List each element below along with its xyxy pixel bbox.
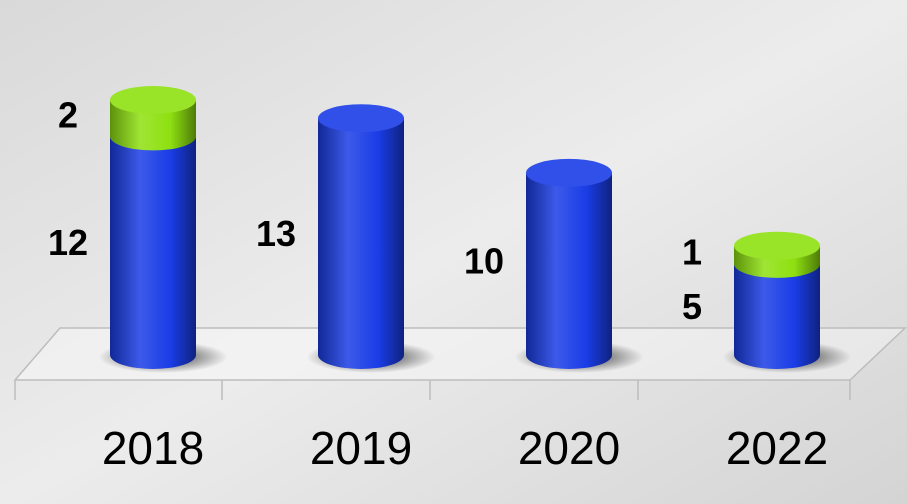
value-label: 2 <box>58 95 78 136</box>
bar-segment <box>526 172 612 369</box>
bar-segment <box>110 136 196 369</box>
bar-cap <box>110 86 196 114</box>
bar-segment <box>318 118 404 369</box>
bar-segment <box>734 263 820 369</box>
bar-cap <box>734 231 820 260</box>
bar-segment <box>110 100 196 151</box>
value-label: 13 <box>256 213 296 254</box>
value-label: 1 <box>682 231 702 272</box>
x-tick-label: 2022 <box>726 422 828 474</box>
floor <box>13 327 907 400</box>
value-label: 5 <box>682 286 702 327</box>
value-label: 12 <box>48 222 88 263</box>
x-tick-label: 2018 <box>102 422 204 474</box>
x-tick-label: 2019 <box>310 422 412 474</box>
bar-cap <box>526 158 612 187</box>
value-label: 10 <box>464 240 504 281</box>
bar-cap <box>318 104 404 133</box>
x-tick-label: 2020 <box>518 422 620 474</box>
